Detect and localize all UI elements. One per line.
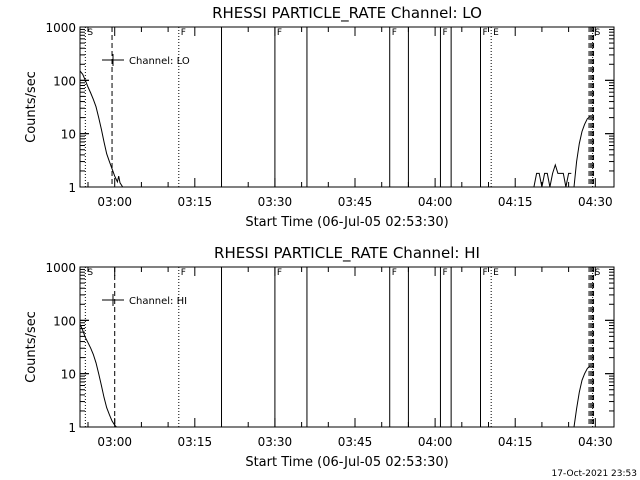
y-tick-label: 1 bbox=[68, 421, 76, 435]
flag-label: F bbox=[277, 28, 282, 38]
plot-frame bbox=[79, 266, 615, 428]
y-axis-label-lo: Counts/sec bbox=[24, 71, 39, 143]
flag-label: S bbox=[595, 28, 601, 38]
y-tick-label: 10 bbox=[61, 128, 76, 142]
plot-area-hi: 1 10 100 1000 03:00 03:15 03:30 03:45 04:00 04:15… bbox=[45, 261, 615, 449]
flag-label: F bbox=[442, 268, 447, 278]
x-tick-label: 04:15 bbox=[498, 195, 533, 209]
x-axis-label-hi: Start Time (06-Jul-05 02:53:30) bbox=[245, 455, 448, 470]
y-tick-label: 1000 bbox=[45, 261, 76, 275]
x-tick-label: 04:00 bbox=[418, 435, 453, 449]
x-tick-label: 04:30 bbox=[578, 435, 613, 449]
legend-label: Channel: HI bbox=[129, 296, 187, 307]
flag-label: S bbox=[595, 268, 601, 278]
series-line bbox=[79, 323, 117, 428]
y-tick-label: 100 bbox=[53, 74, 76, 88]
flag-label: E bbox=[493, 268, 499, 278]
y-tick-label: 1 bbox=[68, 181, 76, 195]
x-tick-label: 03:15 bbox=[178, 195, 213, 209]
x-tick-label: 03:30 bbox=[258, 195, 293, 209]
y-axis-label-hi: Counts/sec bbox=[24, 311, 39, 383]
series-line bbox=[79, 70, 124, 188]
flag-label: E bbox=[493, 28, 499, 38]
flag-label: S bbox=[87, 28, 93, 38]
plot-frame bbox=[79, 26, 615, 188]
flag-label: F bbox=[483, 268, 488, 278]
flag-label: F bbox=[483, 28, 488, 38]
x-tick-label: 04:15 bbox=[498, 435, 533, 449]
x-tick-label: 03:15 bbox=[178, 435, 213, 449]
flag-label: F bbox=[442, 28, 447, 38]
y-tick-label: 1000 bbox=[45, 21, 76, 35]
flag-label: F bbox=[392, 28, 397, 38]
plot-area-lo: 1 10 100 1000 03:00 03:15 03:30 03:45 04:00 04:15… bbox=[45, 21, 615, 209]
x-tick-label: 04:30 bbox=[578, 195, 613, 209]
series-line bbox=[533, 163, 572, 188]
flag-label: F bbox=[277, 268, 282, 278]
panel-hi: RHESSI PARTICLE_RATE Channel: HI Start T… bbox=[24, 244, 615, 470]
panel-title-hi: RHESSI PARTICLE_RATE Channel: HI bbox=[214, 244, 480, 263]
flag-label: F bbox=[181, 28, 186, 38]
legend-label: Channel: LO bbox=[129, 56, 190, 67]
x-tick-label: 03:30 bbox=[258, 435, 293, 449]
x-tick-label: 04:00 bbox=[418, 195, 453, 209]
panel-title-lo: RHESSI PARTICLE_RATE Channel: LO bbox=[212, 4, 482, 23]
x-tick-label: 03:45 bbox=[338, 195, 373, 209]
x-tick-label: 03:00 bbox=[97, 195, 132, 209]
panel-lo: RHESSI PARTICLE_RATE Channel: LO Start T… bbox=[24, 4, 615, 230]
flag-label: F bbox=[392, 268, 397, 278]
x-axis-label-lo: Start Time (06-Jul-05 02:53:30) bbox=[245, 215, 448, 230]
x-tick-label: 03:45 bbox=[338, 435, 373, 449]
y-tick-label: 10 bbox=[61, 368, 76, 382]
footer-timestamp: 17-Oct-2021 23:53 bbox=[552, 469, 637, 479]
flag-label: F bbox=[181, 268, 186, 278]
series-line bbox=[573, 365, 591, 428]
y-tick-label: 100 bbox=[53, 314, 76, 328]
x-tick-label: 03:00 bbox=[97, 435, 132, 449]
flag-label: S bbox=[87, 268, 93, 278]
series-line bbox=[573, 116, 591, 188]
